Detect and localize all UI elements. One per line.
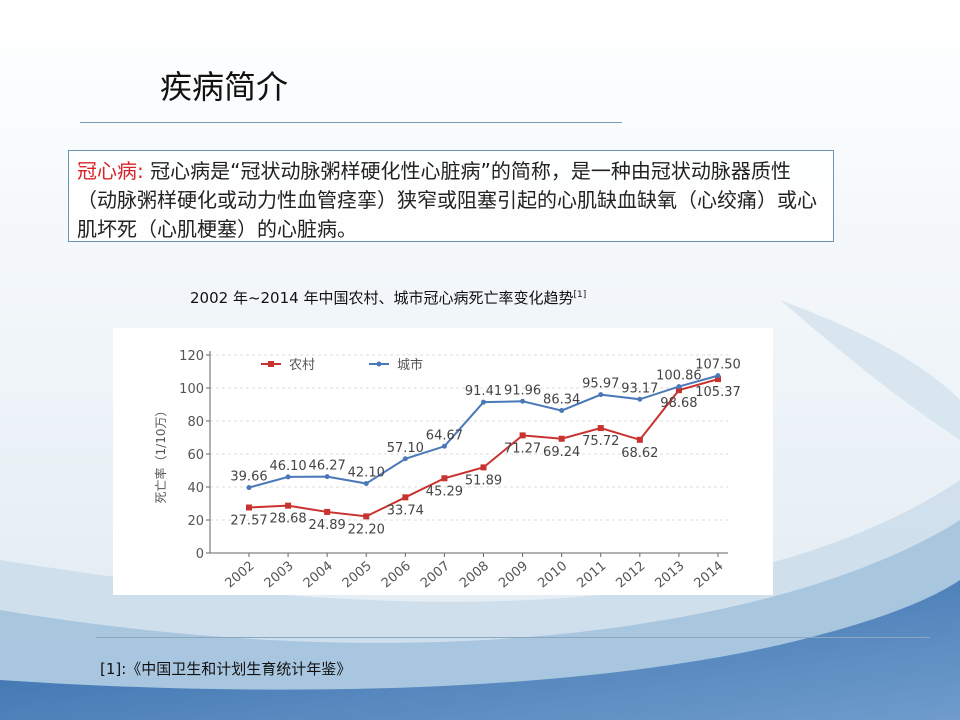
data-point [675,387,682,394]
chart-title-text: 2002 年~2014 年中国农村、城市冠心病死亡率变化趋势 [190,289,574,307]
data-label: 86.34 [543,393,580,408]
definition-box: 冠心病: 冠心病是“冠状动脉粥样硬化性心脏病”的简称，是一种由冠状动脉器质性（动… [68,150,834,242]
data-point [520,398,526,404]
y-tick-label: 60 [187,448,204,463]
data-label: 51.89 [465,473,502,488]
y-axis-label: 死亡率（1/10万） [153,405,168,504]
data-label: 45.29 [426,484,463,499]
legend-label: 城市 [397,357,423,373]
data-label: 33.74 [387,503,424,518]
data-label: 27.57 [230,514,267,529]
data-label: 42.10 [348,466,385,481]
data-label: 24.89 [309,518,346,533]
data-point [402,456,408,462]
data-point [246,504,252,511]
data-point [481,399,486,405]
data-point [637,396,643,402]
data-point [285,474,291,480]
data-point [715,373,721,379]
legend-marker [376,361,382,367]
data-label: 68.62 [621,446,658,461]
data-point [246,485,252,491]
data-label: 64.67 [426,428,463,443]
data-point [363,481,369,487]
title-rule [80,122,622,123]
data-label: 22.20 [348,522,385,537]
data-label: 93.17 [621,381,658,396]
chart-title: 2002 年~2014 年中国农村、城市冠心病死亡率变化趋势[1] [190,287,586,308]
data-label: 100.86 [656,369,702,384]
y-tick-label: 20 [187,514,204,529]
data-label: 105.37 [695,385,741,400]
data-point [441,475,448,482]
data-label: 75.72 [582,434,619,449]
data-point [519,432,526,439]
definition-text: 冠心病是“冠状动脉粥样硬化性心脏病”的简称，是一种由冠状动脉器质性（动脉粥样硬化… [77,159,817,241]
data-label: 91.41 [465,384,502,399]
definition-term: 冠心病: [77,159,144,183]
data-point [598,392,604,398]
data-label: 28.68 [269,512,306,527]
data-label: 46.10 [269,459,306,474]
data-point [441,443,447,449]
data-point [363,513,370,520]
data-label: 91.96 [504,383,541,398]
slide-title: 疾病简介 [160,68,289,106]
data-point [324,474,330,480]
data-label: 95.97 [582,377,619,392]
data-point [676,384,682,390]
footnote-rule [96,637,930,638]
chart-background [113,328,773,595]
y-tick-label: 120 [179,349,204,364]
data-label: 46.27 [309,459,346,474]
data-label: 39.66 [230,470,267,485]
data-point [480,464,487,471]
data-point [597,425,604,432]
y-tick-label: 0 [196,547,204,562]
chart-title-ref: [1] [573,290,587,300]
footnote: [1]:《中国卫生和计划生育统计年鉴》 [100,660,352,678]
y-tick-label: 100 [179,382,204,397]
y-tick-label: 80 [187,415,204,430]
y-tick-label: 40 [187,481,204,496]
data-label: 107.50 [695,358,741,373]
data-point [402,494,409,501]
data-point [715,376,721,383]
data-label: 71.27 [504,441,541,456]
data-point [559,408,565,414]
data-point [636,436,643,443]
data-point [324,508,331,515]
data-label: 57.10 [387,441,424,456]
data-label: 98.68 [660,396,697,411]
legend-marker [268,361,274,367]
data-label: 69.24 [543,445,580,460]
legend-label: 农村 [289,358,315,373]
data-point [558,435,565,442]
data-point [285,502,292,509]
